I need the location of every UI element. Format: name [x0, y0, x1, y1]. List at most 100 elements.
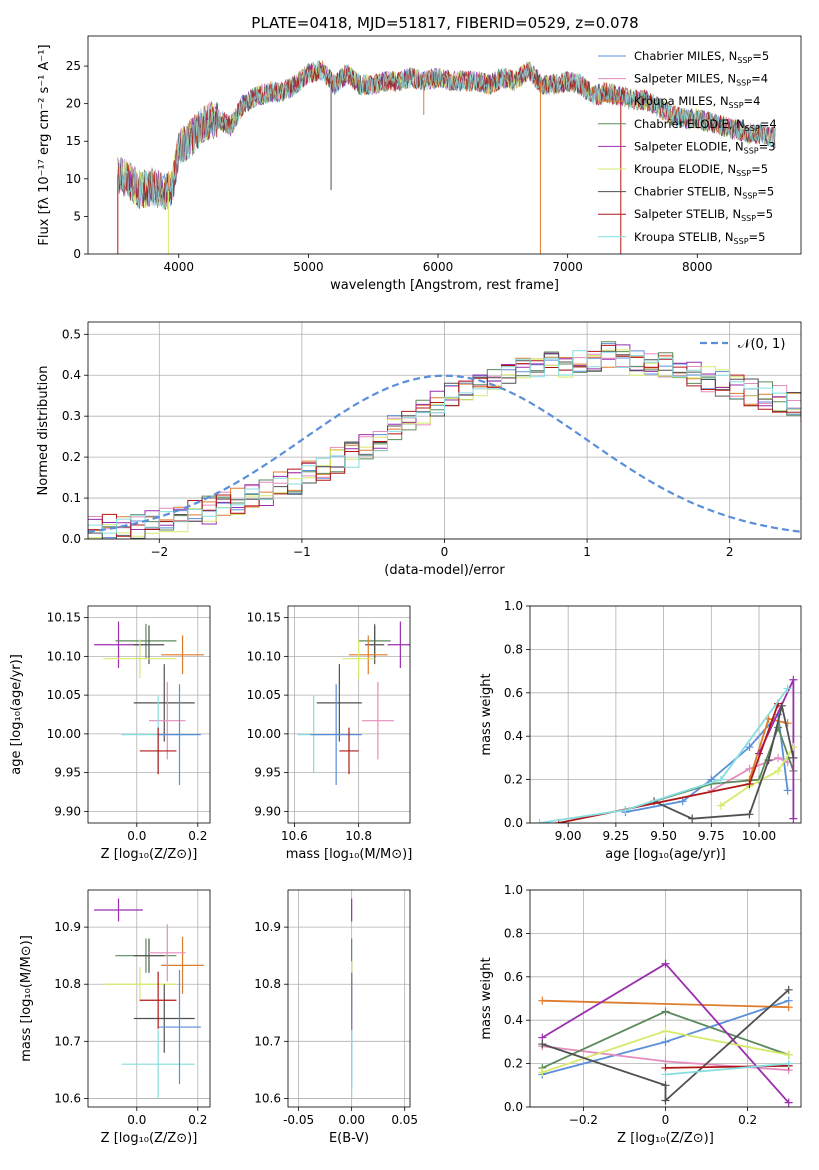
y-axis-label: Normed distribution — [36, 366, 51, 496]
series-marker — [789, 675, 798, 684]
series-marker — [745, 810, 754, 819]
errorbar-point — [161, 635, 204, 675]
legend-entry: Kroupa STELIB, NSSP=5 — [634, 230, 765, 246]
series-marker — [535, 819, 544, 823]
legend-entry: Salpeter ELODIE, NSSP=3 — [634, 139, 776, 155]
ticks: −2 −1 0 1 2 0.0 0.1 0.2 0.3 0.4 0.5 — [62, 327, 734, 559]
tick-label-y: 9.95 — [254, 766, 281, 780]
series-marker — [716, 801, 725, 810]
series-marker — [661, 1037, 670, 1046]
legend-label: Chabrier MILES, N — [634, 49, 737, 63]
grid — [88, 606, 210, 823]
legend-sub: SSP — [737, 56, 752, 65]
series-marker — [789, 753, 798, 762]
tick-label-x: 0.0 — [127, 829, 146, 843]
tick-label-x: 10.00 — [742, 829, 776, 843]
errorbar-point — [115, 623, 177, 658]
ticks: -0.05 0.00 0.05 10.6 10.7 10.8 10.9 — [254, 920, 418, 1127]
x-axis-label: E(B-V) — [329, 1131, 369, 1146]
errorbar-point — [133, 664, 195, 742]
legend-sub: SSP — [729, 101, 744, 110]
x-axis-label: mass [log₁₀(M/M⊙)] — [286, 847, 413, 862]
marks — [117, 60, 776, 254]
series-marker — [774, 753, 783, 762]
tick-label-y: 5 — [73, 209, 81, 223]
legend-sub: SSP — [736, 169, 751, 178]
axes-frame — [287, 889, 411, 1108]
legend-sub: SSP — [744, 146, 759, 155]
series-marker — [784, 1098, 793, 1107]
tick-label-x: 1 — [583, 545, 591, 559]
tick-label-x: 0 — [441, 545, 449, 559]
series-marker — [661, 1007, 670, 1016]
errorbar-point — [342, 639, 375, 679]
tick-label-y: 10.7 — [54, 1034, 81, 1048]
tick-label-y: 10 — [66, 172, 81, 186]
tick-label-y: 0.3 — [62, 409, 81, 423]
tick-label-x: 10.8 — [345, 829, 372, 843]
series-marker — [745, 779, 754, 788]
tick-label-x: −1 — [293, 545, 311, 559]
axes-frame — [529, 889, 802, 1108]
legend-label: Kroupa STELIB, N — [634, 230, 734, 244]
spectrum-line-kroupa_stelib — [117, 60, 776, 210]
axes-frame — [87, 35, 802, 255]
panel-residuals: −2 −1 0 1 2 0.0 0.1 0.2 0.3 0.4 0.5 (data-model)/er… — [36, 321, 802, 578]
tick-label-y: 10.05 — [47, 688, 81, 702]
tick-label-x: 2 — [726, 545, 734, 559]
legend-suffix: =5 — [752, 49, 769, 63]
x-axis-label: Z [log₁₀(Z/Z⊙)] — [101, 847, 198, 862]
series-marker — [661, 959, 670, 968]
series-marker — [678, 797, 687, 806]
series-line-kroupa_stelib — [539, 687, 789, 823]
legend-sub: SSP — [734, 237, 749, 246]
legend-sub: SSP — [742, 192, 757, 201]
tick-label-y: 25 — [66, 59, 81, 73]
errorbar-point — [158, 684, 201, 786]
legend-suffix: =4 — [751, 72, 768, 86]
series-marker — [784, 1050, 793, 1059]
legend-entry: Kroupa ELODIE, NSSP=5 — [634, 162, 768, 178]
tick-label-y: 10.00 — [47, 727, 81, 741]
tick-label-x: 7000 — [552, 260, 583, 274]
tick-label-y: 1.0 — [504, 883, 523, 897]
figure-title: PLATE=0418, MJD=51817, FIBERID=0529, z=0… — [251, 14, 638, 32]
axes-frame — [287, 605, 411, 824]
tick-label-y: 10.6 — [54, 1091, 81, 1105]
series-marker — [661, 1096, 670, 1105]
plot-area — [88, 890, 210, 1107]
errorbar-point — [103, 639, 177, 679]
legend-sub: SSP — [745, 124, 760, 133]
legend-label: Salpeter MILES, N — [634, 72, 736, 86]
y-axis-label: mass weight — [479, 957, 494, 1039]
errorbar-point — [310, 684, 362, 786]
tick-label-y: 10.9 — [254, 920, 281, 934]
tick-label-y: 10.6 — [254, 1091, 281, 1105]
ticks: 4000 5000 6000 7000 8000 0 5 10 15 20 25 — [66, 59, 713, 274]
legend: 𝒩(0, 1) — [700, 337, 785, 352]
panel-massweight_vs_z: −0.2 0 0.2 0.0 0.2 0.4 0.6 0.8 1.0 Z [log₁₀(Z/Z⊙)… — [479, 883, 802, 1146]
marks — [94, 898, 204, 1099]
series-marker — [764, 756, 773, 765]
errorbar-point — [161, 936, 204, 994]
legend-entry: Chabrier MILES, NSSP=5 — [634, 49, 769, 65]
series-marker — [661, 1081, 670, 1090]
x-axis-label: age [log₁₀(age/yr)] — [605, 847, 726, 862]
series-line-chabrier_stelib — [653, 705, 795, 820]
tick-label-x: 0.2 — [738, 1113, 757, 1127]
y-axis-label: mass [log₁₀(M/M⊙)] — [19, 935, 34, 1062]
plot-area — [88, 36, 801, 254]
legend-suffix: =4 — [760, 117, 777, 131]
errorbar-point — [349, 635, 388, 675]
marks — [88, 341, 801, 539]
x-axis-label: Z [log₁₀(Z/Z⊙)] — [101, 1131, 198, 1146]
legend-entry: Chabrier ELODIE, NSSP=4 — [634, 117, 777, 133]
tick-label-y: 0.6 — [504, 970, 523, 984]
normal-curve — [88, 374, 801, 533]
errorbar-point — [139, 727, 177, 775]
marks — [538, 959, 793, 1107]
legend-label: Chabrier ELODIE, N — [634, 117, 745, 131]
tick-label-x: 8000 — [682, 260, 713, 274]
tick-label-x: -0.05 — [283, 1113, 314, 1127]
tick-label-y: 10.9 — [54, 920, 81, 934]
